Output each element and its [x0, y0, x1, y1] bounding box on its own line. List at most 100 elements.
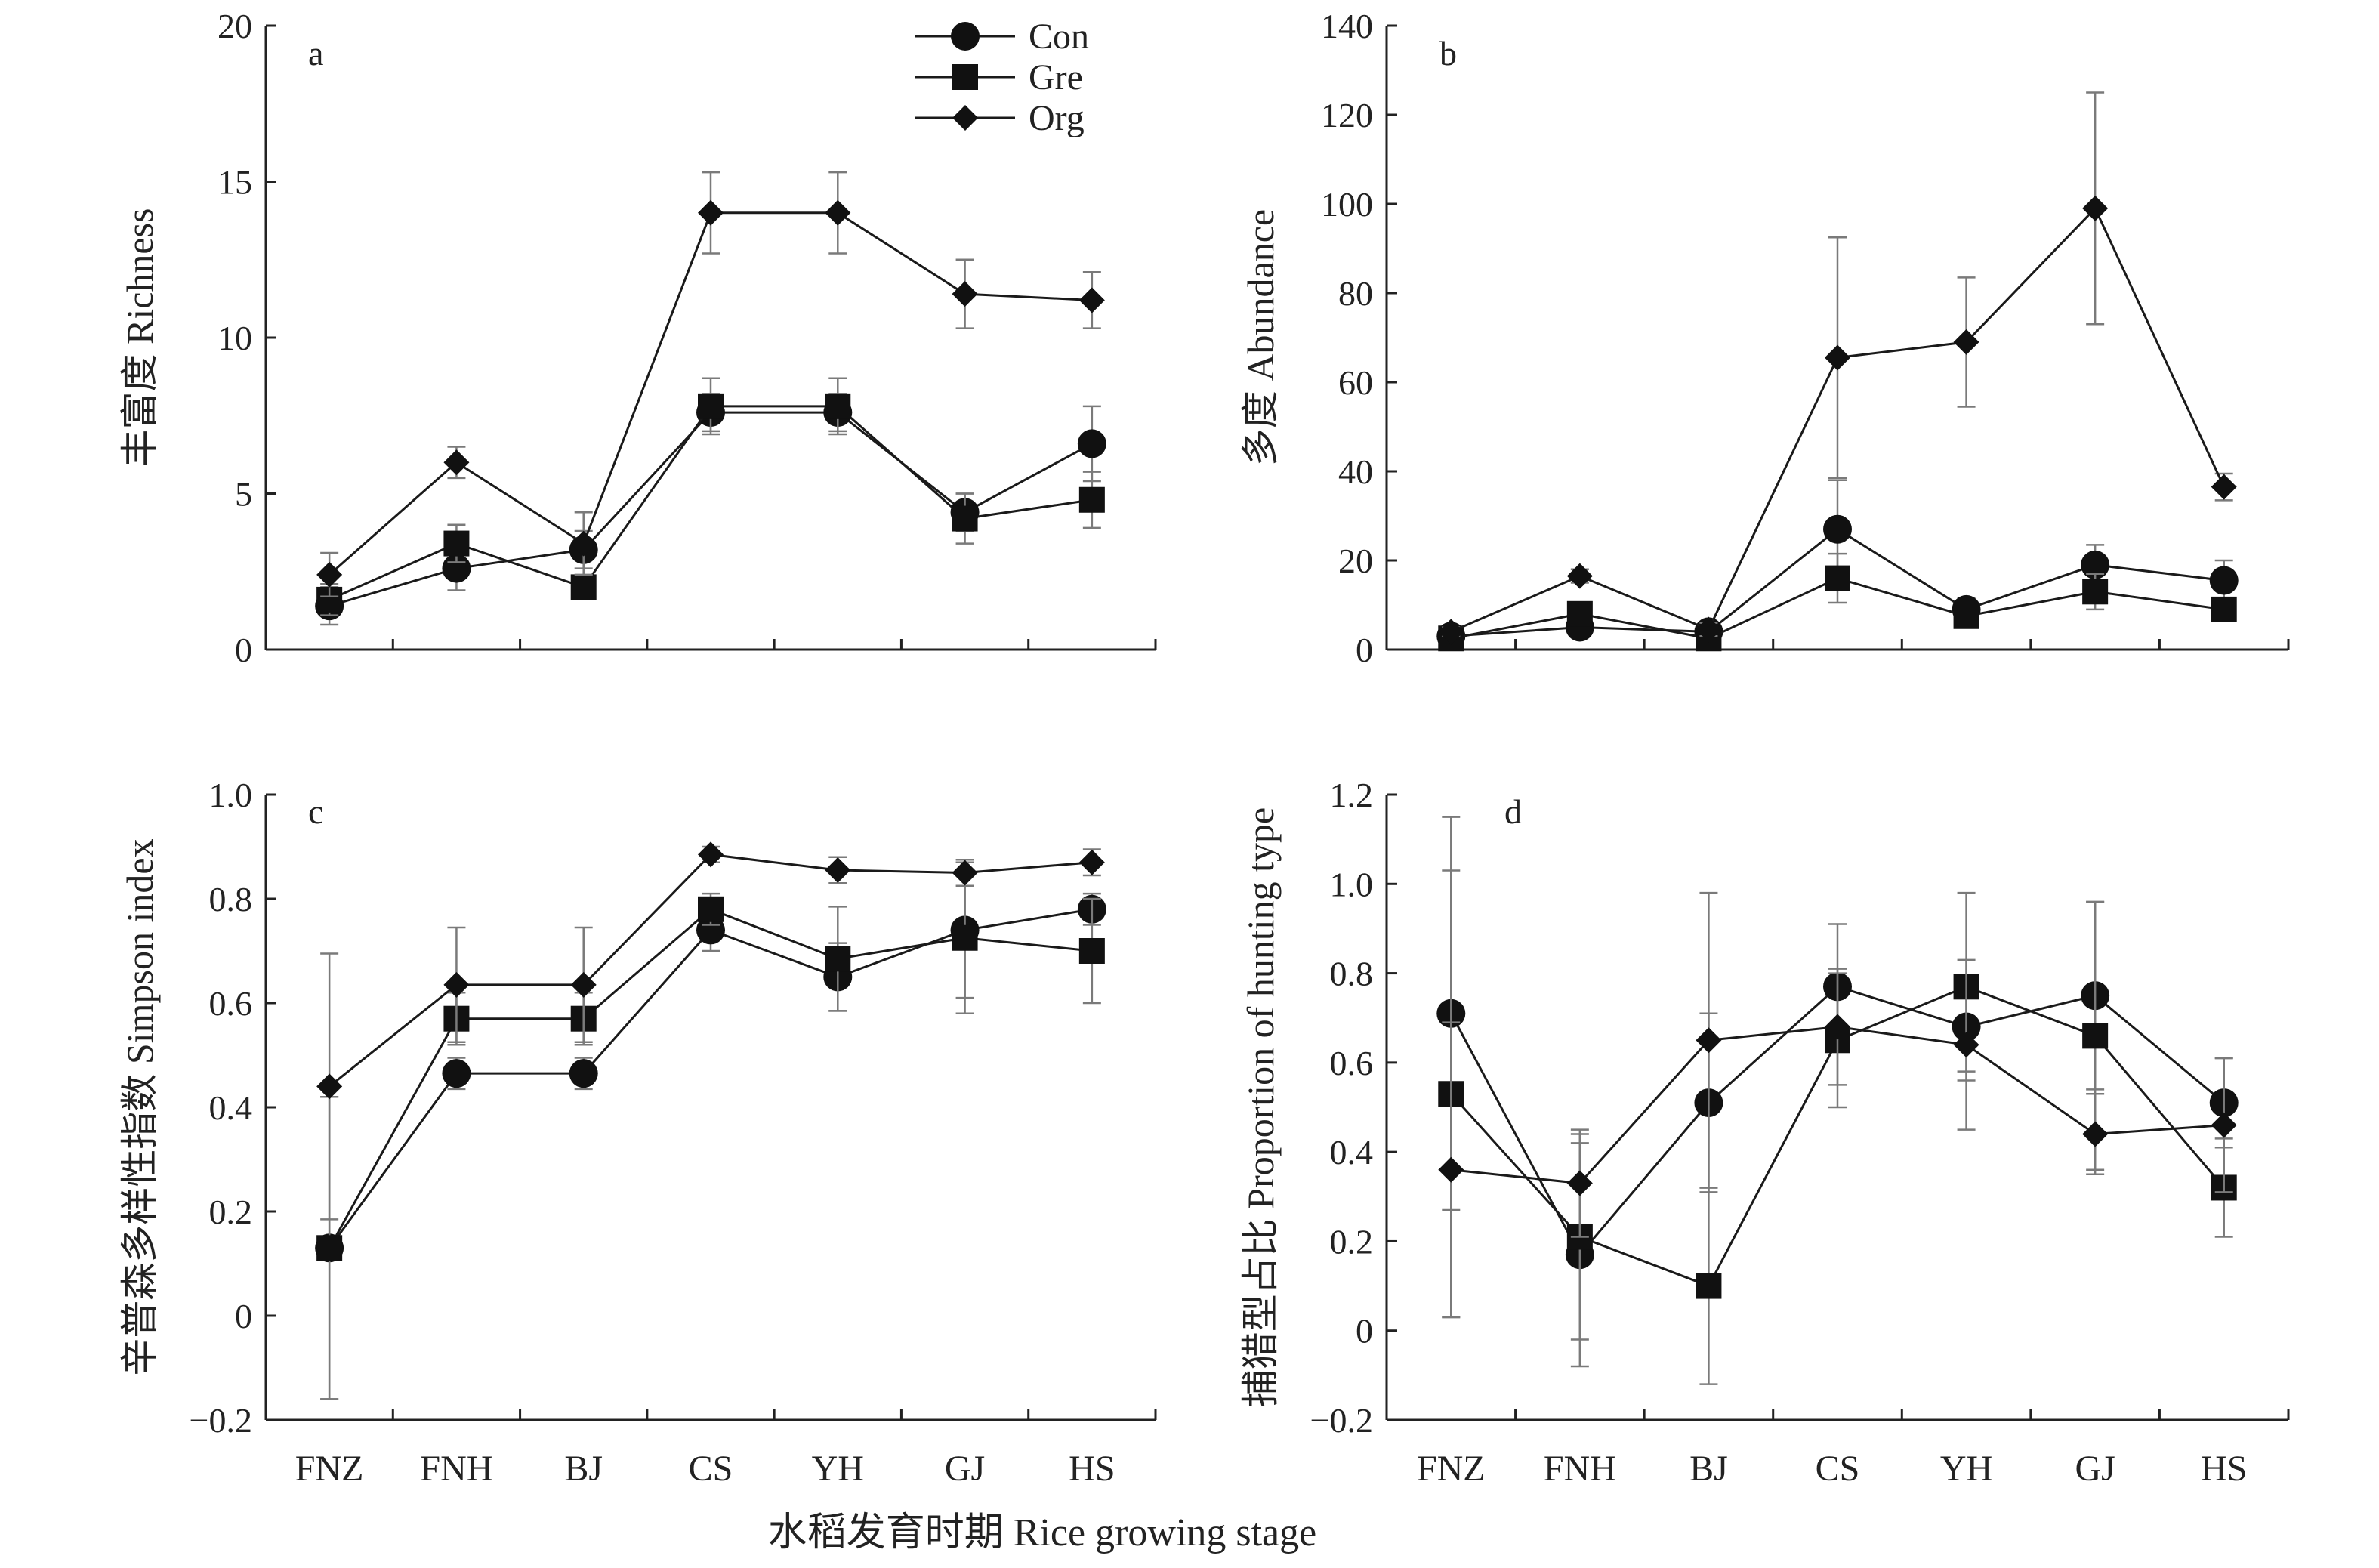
x-tick-label: CS: [689, 1449, 733, 1489]
x-tick-label: FNH: [420, 1449, 492, 1489]
data-point: [2211, 474, 2237, 500]
data-point: [698, 841, 724, 868]
x-tick-label: BJ: [1689, 1449, 1728, 1489]
data-point: [1953, 603, 1979, 629]
data-point: [2209, 566, 2239, 595]
legend-marker: [952, 64, 978, 90]
data-point: [570, 971, 597, 998]
y-tick-label: −0.2: [1310, 1401, 1373, 1440]
data-point: [2082, 579, 2109, 605]
y-tick-label: 0.8: [209, 880, 253, 918]
panel-d: −0.2 0 0.2 0.4 0.6 0.8 1.0 1.2 FNZ FNH BJ CS YH GJ HS d…: [1239, 776, 2290, 1489]
y-axis-title: 辛普森多样性指数 Simpson index: [119, 838, 161, 1375]
panel-letter: a: [308, 34, 323, 73]
data-point: [1078, 849, 1105, 875]
data-point: [1953, 1032, 1979, 1058]
y-tick-label: 120: [1321, 96, 1373, 134]
data-point: [825, 857, 851, 884]
x-tick-label: BJ: [564, 1449, 603, 1489]
x-tick-label: FNZ: [295, 1449, 364, 1489]
data-point: [570, 530, 597, 557]
legend-label: Org: [1029, 98, 1085, 138]
x-tick-label: CS: [1816, 1449, 1860, 1489]
series-gre: [316, 377, 1105, 616]
data-point: [443, 449, 470, 476]
y-tick-label: 100: [1321, 185, 1373, 224]
x-tick-label: GJ: [2075, 1449, 2115, 1489]
legend-marker: [952, 105, 978, 131]
data-point: [696, 915, 725, 945]
y-tick-label: 10: [218, 319, 252, 357]
data-point: [569, 1059, 598, 1088]
data-point: [2082, 1023, 2109, 1049]
series-org: [1438, 91, 2237, 645]
panel-a: 0 5 10 15 20 a 丰富度 Richness: [119, 7, 1157, 669]
y-tick-label: 0: [1356, 631, 1373, 669]
data-point: [698, 393, 724, 419]
y-tick-label: 0.6: [209, 984, 253, 1023]
x-tick-label: YH: [1940, 1449, 1992, 1489]
legend-label: Gre: [1029, 57, 1083, 97]
data-point: [952, 924, 978, 951]
y-tick-label: 0.8: [1330, 955, 1374, 993]
data-point: [1566, 563, 1593, 589]
data-point: [825, 393, 851, 419]
series-org: [316, 841, 1105, 1221]
data-point: [1825, 1014, 1850, 1040]
data-point: [1823, 514, 1852, 544]
data-point: [1078, 486, 1105, 513]
y-axis-title: 捕猎型占比 Proportion of hunting type: [1239, 807, 1282, 1407]
data-point: [1566, 1170, 1593, 1196]
data-point: [2082, 195, 2109, 221]
y-tick-label: 20: [1338, 542, 1373, 580]
data-point: [2081, 550, 2110, 579]
y-tick-label: 0: [1356, 1312, 1373, 1350]
panel-c: −0.2 0 0.2 0.4 0.6 0.8 1.0 FNZ FNH BJ CS YH GJ HS c 辛普森…: [119, 776, 1157, 1489]
data-point: [2211, 1112, 2237, 1138]
x-tick-label: FNH: [1544, 1449, 1616, 1489]
series-con: [315, 861, 1106, 1400]
data-point: [1438, 619, 1464, 645]
y-axis-title: 多度 Abundance: [1239, 209, 1282, 466]
x-axis-title: 水稻发育时期 Rice growing stage: [768, 1511, 1316, 1554]
data-point: [698, 199, 724, 226]
panel-letter: d: [1504, 792, 1522, 831]
x-tick-label: GJ: [945, 1449, 985, 1489]
data-point: [1696, 1273, 1722, 1299]
y-axis-title: 丰富度 Richness: [119, 208, 161, 467]
data-point: [316, 1235, 343, 1261]
y-tick-label: 0.4: [209, 1088, 253, 1127]
legend-marker: [951, 22, 980, 51]
y-tick-label: 20: [218, 7, 252, 45]
x-tick-label: HS: [2201, 1449, 2247, 1489]
y-tick-label: 15: [218, 163, 252, 202]
y-tick-label: 1.2: [1330, 776, 1374, 814]
data-point: [442, 1059, 471, 1088]
y-tick-label: 60: [1338, 363, 1373, 402]
chart-panels: 0 5 10 15 20 a 丰富度 Richness 0 20 40 60 80 100 120 140 b…: [119, 7, 2290, 1489]
data-point: [952, 281, 978, 307]
panel-letter: b: [1439, 34, 1457, 73]
series-line: [329, 853, 1092, 1088]
x-tick-label: FNZ: [1417, 1449, 1486, 1489]
y-tick-label: 0.2: [1330, 1222, 1374, 1261]
series-org: [1438, 891, 2237, 1319]
y-tick-label: 0: [235, 631, 252, 669]
y-tick-label: 0: [235, 1297, 252, 1335]
data-point: [825, 199, 851, 226]
legend-item-gre: Gre: [915, 57, 1083, 97]
data-point: [1438, 1156, 1464, 1183]
data-point: [316, 1073, 343, 1100]
y-tick-label: 0.4: [1330, 1133, 1374, 1171]
panel-b: 0 20 40 60 80 100 120 140 b 多度 Abundance: [1239, 7, 2290, 669]
data-point: [1078, 287, 1105, 313]
data-point: [2211, 596, 2237, 622]
legend-label: Con: [1029, 17, 1089, 57]
data-point: [1696, 616, 1722, 643]
data-point: [2082, 1121, 2109, 1147]
data-point: [952, 505, 978, 532]
series-org: [316, 171, 1105, 598]
